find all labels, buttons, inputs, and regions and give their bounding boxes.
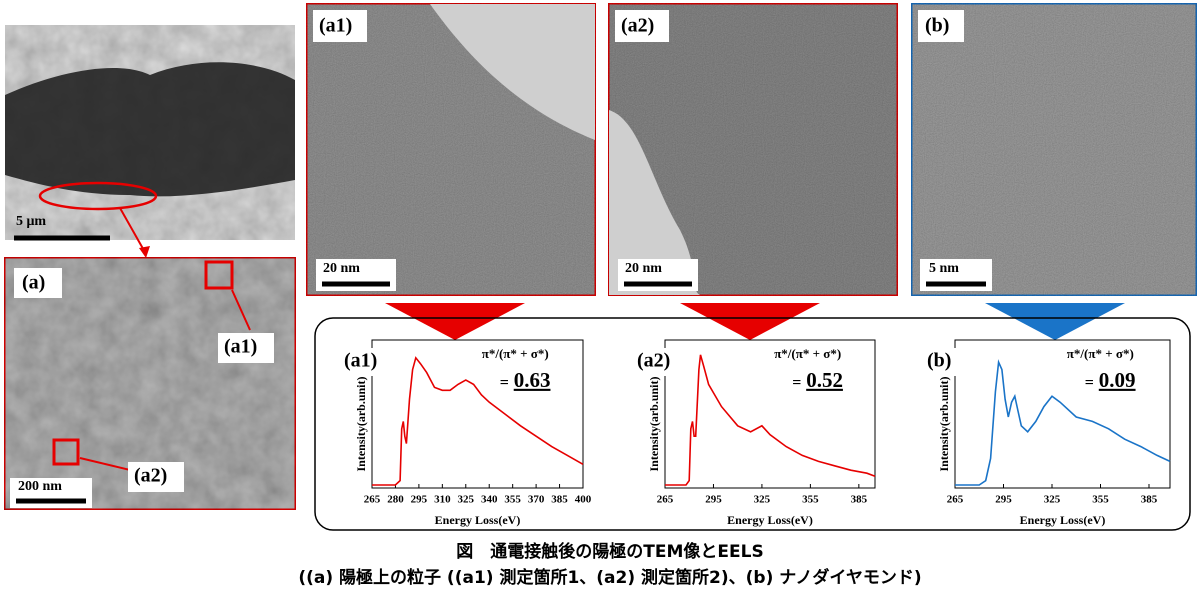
x-tick-label: 325 — [458, 494, 475, 506]
callout: (a1) — [224, 336, 257, 358]
scale-bar-label: 5 nm — [929, 261, 959, 276]
x-axis-label: Energy Loss(eV) — [727, 513, 813, 527]
x-tick-label: 385 — [1141, 494, 1158, 506]
x-tick-label: 310 — [434, 494, 451, 506]
ratio-prefix: = — [1085, 375, 1094, 392]
arrow — [385, 303, 525, 340]
label-bg — [923, 348, 971, 376]
panel-b: (b) 5 nm — [909, 1, 1199, 298]
plot-frame — [664, 339, 876, 489]
x-axis-label: Energy Loss(eV) — [435, 513, 521, 527]
scale-bar-label: 200 nm — [18, 479, 62, 494]
caption: 図 通電接触後の陽極のTEM像とEELS — [456, 541, 763, 562]
chart-title: (b) — [927, 350, 951, 372]
plot-frame — [371, 339, 584, 489]
spectrum-line — [955, 359, 1171, 486]
annotation: π*/(π* + σ*) — [482, 346, 549, 361]
overview-image: 5 μm — [5, 25, 295, 258]
x-tick-label: 295 — [411, 494, 428, 506]
label-bg — [633, 348, 681, 376]
y-axis-label: Intensity(arb.unit) — [647, 376, 661, 471]
x-tick-label: 295 — [995, 494, 1012, 506]
annotation: π*/(π* + σ*) — [774, 346, 841, 361]
x-tick-label: 265 — [364, 494, 381, 506]
panel-label: (a2) — [621, 15, 654, 37]
panel-a2: (a2) 20 nm — [606, 1, 900, 298]
x-tick-label: 355 — [1092, 494, 1109, 506]
ratio-value: 0.09 — [1099, 368, 1136, 392]
x-tick-label: 370 — [528, 494, 545, 506]
spectra-frame — [314, 317, 1191, 531]
y-axis-label: Intensity(arb.unit) — [354, 376, 368, 471]
spectrum-line — [665, 354, 876, 486]
x-tick-label: 400 — [575, 494, 592, 506]
x-tick-label: 355 — [504, 494, 521, 506]
panel-a: (a) (a1) (a2) 200 nm — [2, 255, 298, 512]
plot-frame — [954, 339, 1171, 489]
spectrum-line — [372, 356, 584, 486]
x-tick-label: 340 — [481, 494, 498, 506]
callout: (a2) — [134, 465, 167, 487]
panel-label: (a) — [22, 272, 45, 294]
scale-bar-label: 5 μm — [16, 214, 46, 229]
x-tick-label: 265 — [947, 494, 964, 506]
chart-title: (a1) — [344, 350, 377, 372]
label-bg — [340, 348, 388, 376]
scale-bar-label: 20 nm — [625, 261, 662, 276]
panel-label: (b) — [925, 15, 949, 37]
arrow — [985, 303, 1125, 340]
x-tick-label: 325 — [1044, 494, 1061, 506]
y-axis-label: Intensity(arb.unit) — [937, 376, 951, 471]
ratio-value: 0.52 — [806, 368, 843, 392]
scale-bar-label: 20 nm — [323, 261, 360, 276]
ratio-value: 0.63 — [514, 368, 551, 392]
caption: ((a) 陽極上の粒子 ((a1) 測定箇所1、(a2) 測定箇所2)、(b) … — [298, 567, 921, 588]
chart-title: (a2) — [637, 350, 670, 372]
panel-a1: (a1) 20 nm — [304, 1, 598, 298]
x-tick-label: 280 — [387, 494, 404, 506]
x-tick-label: 265 — [657, 494, 674, 506]
ratio-prefix: = — [500, 375, 509, 392]
ratio-prefix: = — [792, 375, 801, 392]
arrow — [680, 303, 820, 340]
x-tick-label: 355 — [802, 494, 819, 506]
x-tick-label: 295 — [705, 494, 722, 506]
x-tick-label: 385 — [851, 494, 868, 506]
x-tick-label: 325 — [754, 494, 771, 506]
panel-label: (a1) — [319, 15, 352, 37]
annotation: π*/(π* + σ*) — [1067, 346, 1134, 361]
x-axis-label: Energy Loss(eV) — [1020, 513, 1106, 527]
x-tick-label: 385 — [551, 494, 568, 506]
